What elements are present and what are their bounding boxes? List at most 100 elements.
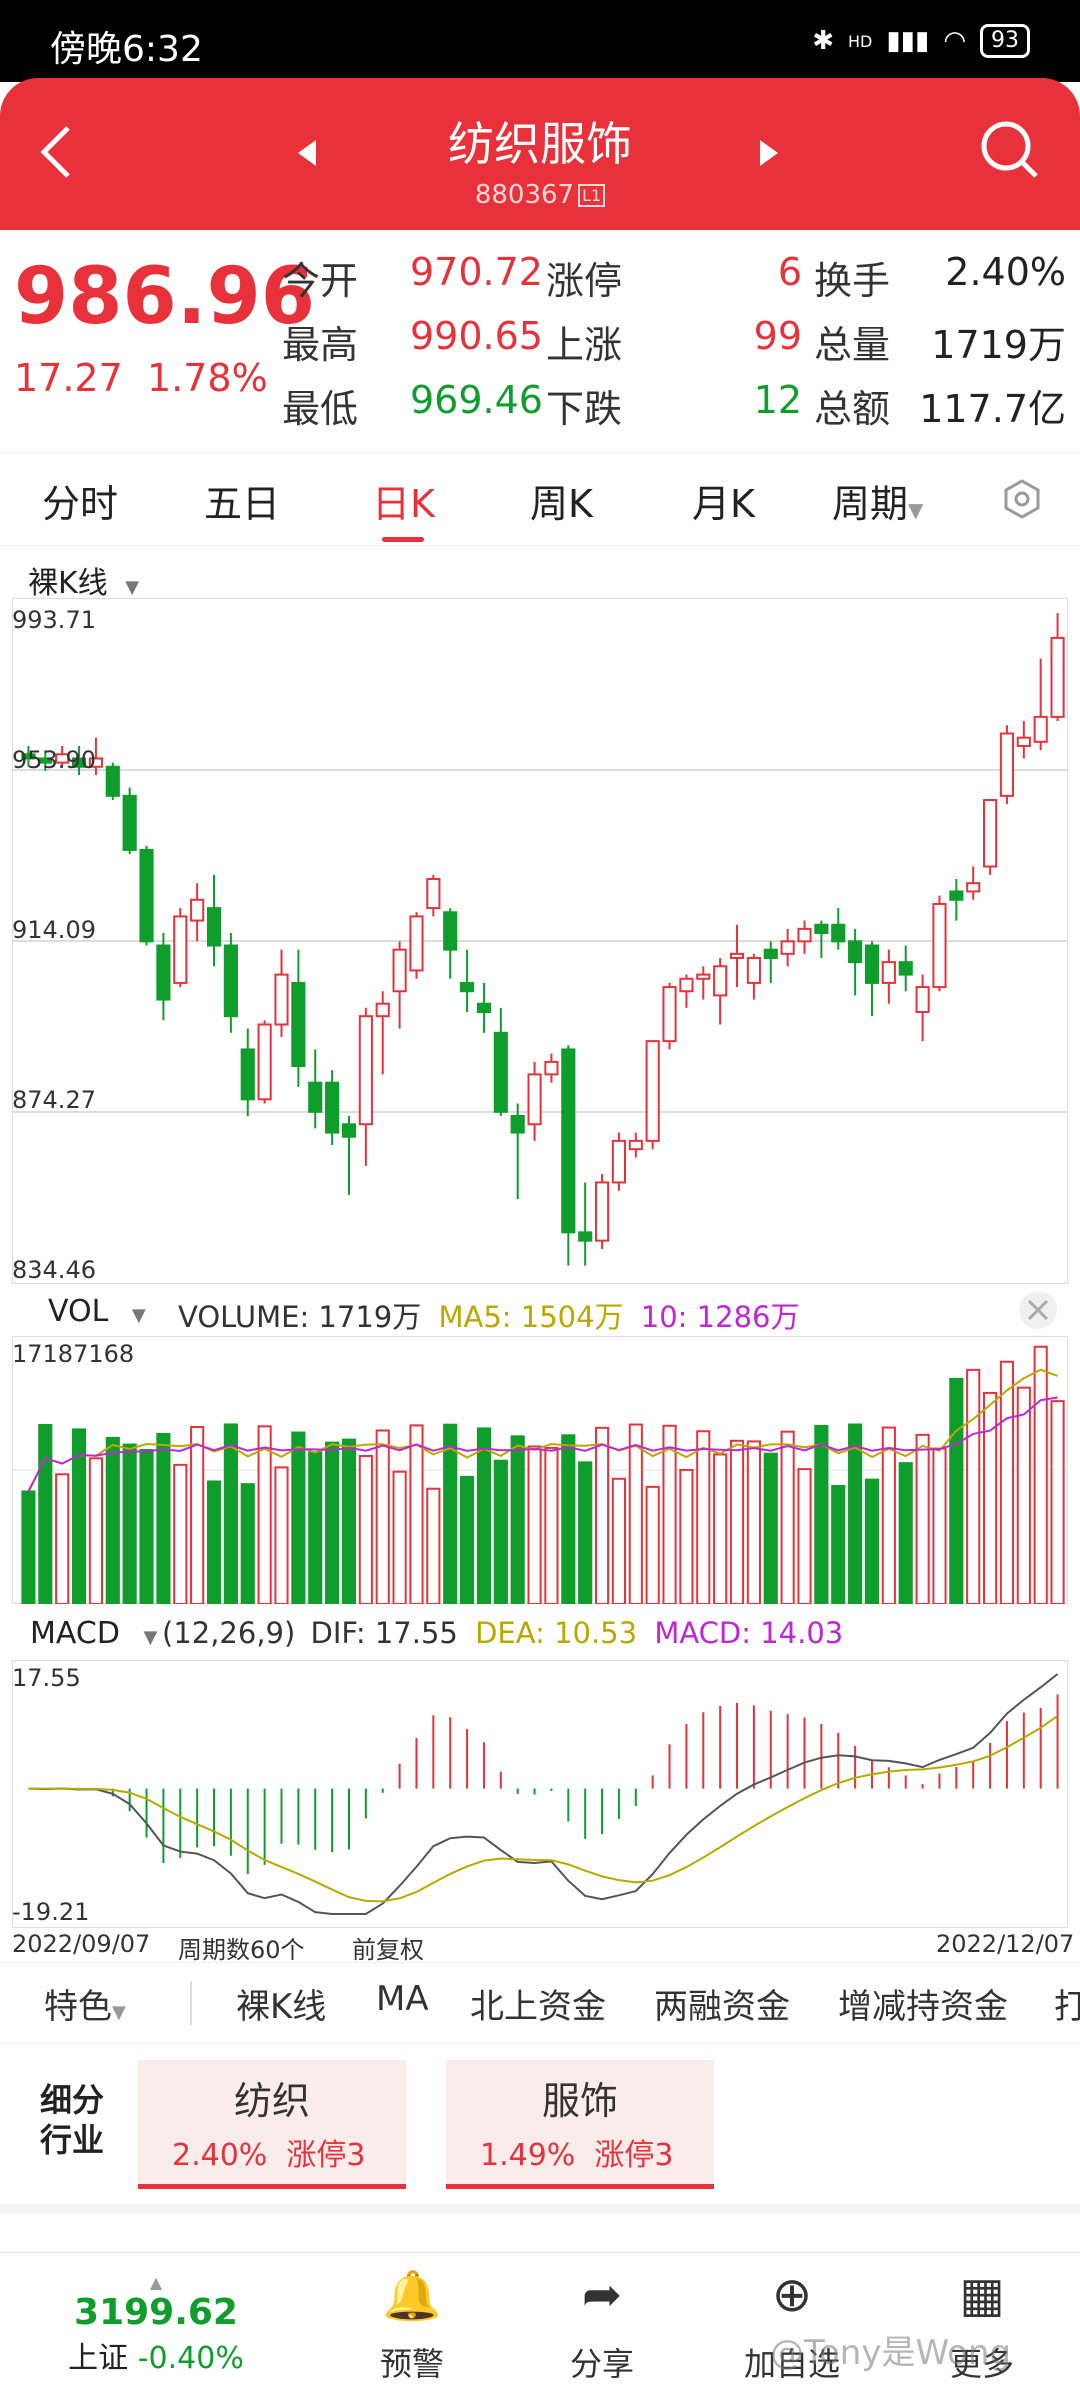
up-label: 上涨 <box>546 323 623 367</box>
indicator-margin[interactable]: 两融资金 <box>654 1987 790 2027</box>
volume-bar <box>544 1446 559 1604</box>
search-icon[interactable] <box>978 118 1042 182</box>
tab-period[interactable]: 周期▼ <box>832 473 923 528</box>
volume-bar <box>611 1477 626 1604</box>
index-change: -0.40% <box>137 2341 244 2376</box>
candle-body <box>409 915 424 972</box>
sector-stats: 1.49% 涨停3 <box>480 2130 673 2174</box>
volume-bar <box>55 1473 70 1604</box>
volume-bar <box>848 1423 863 1604</box>
current-price: 986.96 <box>14 252 315 342</box>
tab-daily-k[interactable]: 日K <box>372 482 435 526</box>
volume-bar <box>713 1453 728 1604</box>
volume-bar <box>358 1454 373 1604</box>
volume-bar <box>662 1424 677 1604</box>
volume-bar <box>206 1480 222 1604</box>
macd-params: (12,26,9) <box>162 1616 296 1650</box>
volume-bar <box>814 1424 829 1604</box>
indicator-featured[interactable]: 特色▼ <box>44 1979 126 2028</box>
volume-bar <box>460 1475 475 1604</box>
bell-icon[interactable]: 🔔 <box>382 2268 442 2324</box>
dropdown-icon: ▼ <box>131 1305 146 1326</box>
index-ticker[interactable]: ▲ 3199.62 上证 -0.40% <box>56 2273 256 2377</box>
volume-bar <box>392 1470 407 1604</box>
sector-card-textile[interactable]: 纺织 2.40% 涨停3 <box>138 2060 406 2189</box>
volume-bar <box>426 1487 441 1604</box>
volume-bar <box>696 1430 711 1604</box>
volume-bar <box>341 1438 357 1604</box>
volume-bar <box>898 1462 913 1604</box>
y-tick-label: 834.46 <box>12 1256 96 1284</box>
volume-max-label: 17187168 <box>12 1340 134 1368</box>
kline-type-selector[interactable]: 裸K线 ▼ <box>28 558 139 602</box>
volume-chart[interactable]: 17187168 <box>12 1336 1068 1604</box>
tab-five-day[interactable]: 五日 <box>204 482 281 526</box>
candle-body <box>460 981 475 993</box>
expand-icon[interactable] <box>1018 1290 1058 1330</box>
chevron-left-icon[interactable] <box>36 122 76 182</box>
macd-text: MACD: 14.03 <box>654 1616 844 1650</box>
candle-body <box>139 848 154 943</box>
next-stock-icon[interactable] <box>758 138 780 168</box>
volume-bar <box>510 1435 525 1604</box>
volume-bar <box>1016 1386 1031 1604</box>
candle-body <box>696 973 711 980</box>
volume-text: VOLUME: 1719万 <box>178 1300 422 1334</box>
macd-values: (12,26,9) DIF: 17.55 DEA: 10.53 MACD: 14… <box>162 1616 843 1650</box>
candle-body <box>932 902 947 989</box>
add-circle-icon[interactable]: ⊕ <box>771 2267 813 2323</box>
candle-body <box>325 1081 340 1134</box>
share-icon[interactable]: ➦ <box>581 2267 623 2323</box>
level-badge: L1 <box>578 184 606 207</box>
volume-bar <box>881 1426 896 1604</box>
indicator-northbound[interactable]: 北上资金 <box>470 1987 606 2027</box>
volume-bar <box>1050 1400 1065 1604</box>
macd-chart[interactable]: 17.55 -19.21 <box>12 1660 1068 1928</box>
tab-intraday[interactable]: 分时 <box>42 482 119 526</box>
volume-bar <box>527 1445 542 1604</box>
nav-share[interactable]: 分享 <box>569 2345 634 2383</box>
candle-body <box>848 940 863 964</box>
sector-card-apparel[interactable]: 服饰 1.49% 涨停3 <box>446 2060 714 2189</box>
nav-add-watchlist[interactable]: 加自选 <box>743 2345 840 2383</box>
tab-weekly-k[interactable]: 周K <box>530 482 593 526</box>
candlestick-chart[interactable]: 993.71 953.90 914.09 874.27 834.46 <box>12 598 1068 1284</box>
candle-body <box>71 757 87 768</box>
macd-indicator-selector[interactable]: MACD ▼ <box>30 1616 157 1651</box>
indicator-holdings[interactable]: 增减持资金 <box>838 1987 1008 2027</box>
change-value: 17.27 <box>14 356 123 400</box>
volume-bar <box>38 1423 53 1604</box>
prev-stock-icon[interactable] <box>296 138 318 168</box>
volume-bar <box>983 1391 998 1604</box>
volume-indicator-selector[interactable]: VOL ▼ <box>48 1294 146 1329</box>
stock-header: 纺织服饰 880367 L1 <box>0 78 1080 230</box>
indicator-more[interactable]: 打 <box>1054 1987 1080 2027</box>
candle-body <box>21 753 36 760</box>
candle-body <box>780 940 795 955</box>
volume-bar <box>864 1478 880 1604</box>
candle-body <box>527 1073 542 1126</box>
candle-body <box>308 1081 323 1113</box>
sector-stats: 2.40% 涨停3 <box>172 2130 365 2174</box>
watermark: @Tony是Wong <box>770 2333 1012 2373</box>
volume-bar <box>679 1468 694 1604</box>
y-tick-label: 874.27 <box>12 1086 96 1114</box>
candle-body <box>493 1031 508 1113</box>
status-icons: ✱ HD ▮▮▮ ◠ 93 <box>812 24 1030 58</box>
indicator-ma[interactable]: MA <box>376 1979 429 2019</box>
ma5-text: MA5: 1504万 <box>438 1300 624 1334</box>
dropdown-icon: ▼ <box>112 2002 126 2023</box>
industry-label-line1: 细分 <box>40 2081 105 2119</box>
volume-bar <box>156 1432 171 1604</box>
volume-bar <box>291 1431 306 1604</box>
tab-monthly-k[interactable]: 月K <box>692 482 755 526</box>
indicator-tabs: 特色▼ 裸K线 MA 北上资金 两融资金 增减持资金 打 <box>0 1962 1080 2044</box>
volume-bar <box>257 1425 272 1604</box>
nav-alert[interactable]: 预警 <box>379 2345 444 2383</box>
grid-icon[interactable]: ▦ <box>959 2267 1005 2323</box>
indicator-featured-label: 特色 <box>44 1987 112 2027</box>
down-label: 下跌 <box>546 387 623 431</box>
settings-hex-icon[interactable] <box>1000 477 1044 521</box>
indicator-naked-k[interactable]: 裸K线 <box>236 1987 327 2027</box>
nav-more[interactable]: 更多 <box>949 2345 1014 2383</box>
